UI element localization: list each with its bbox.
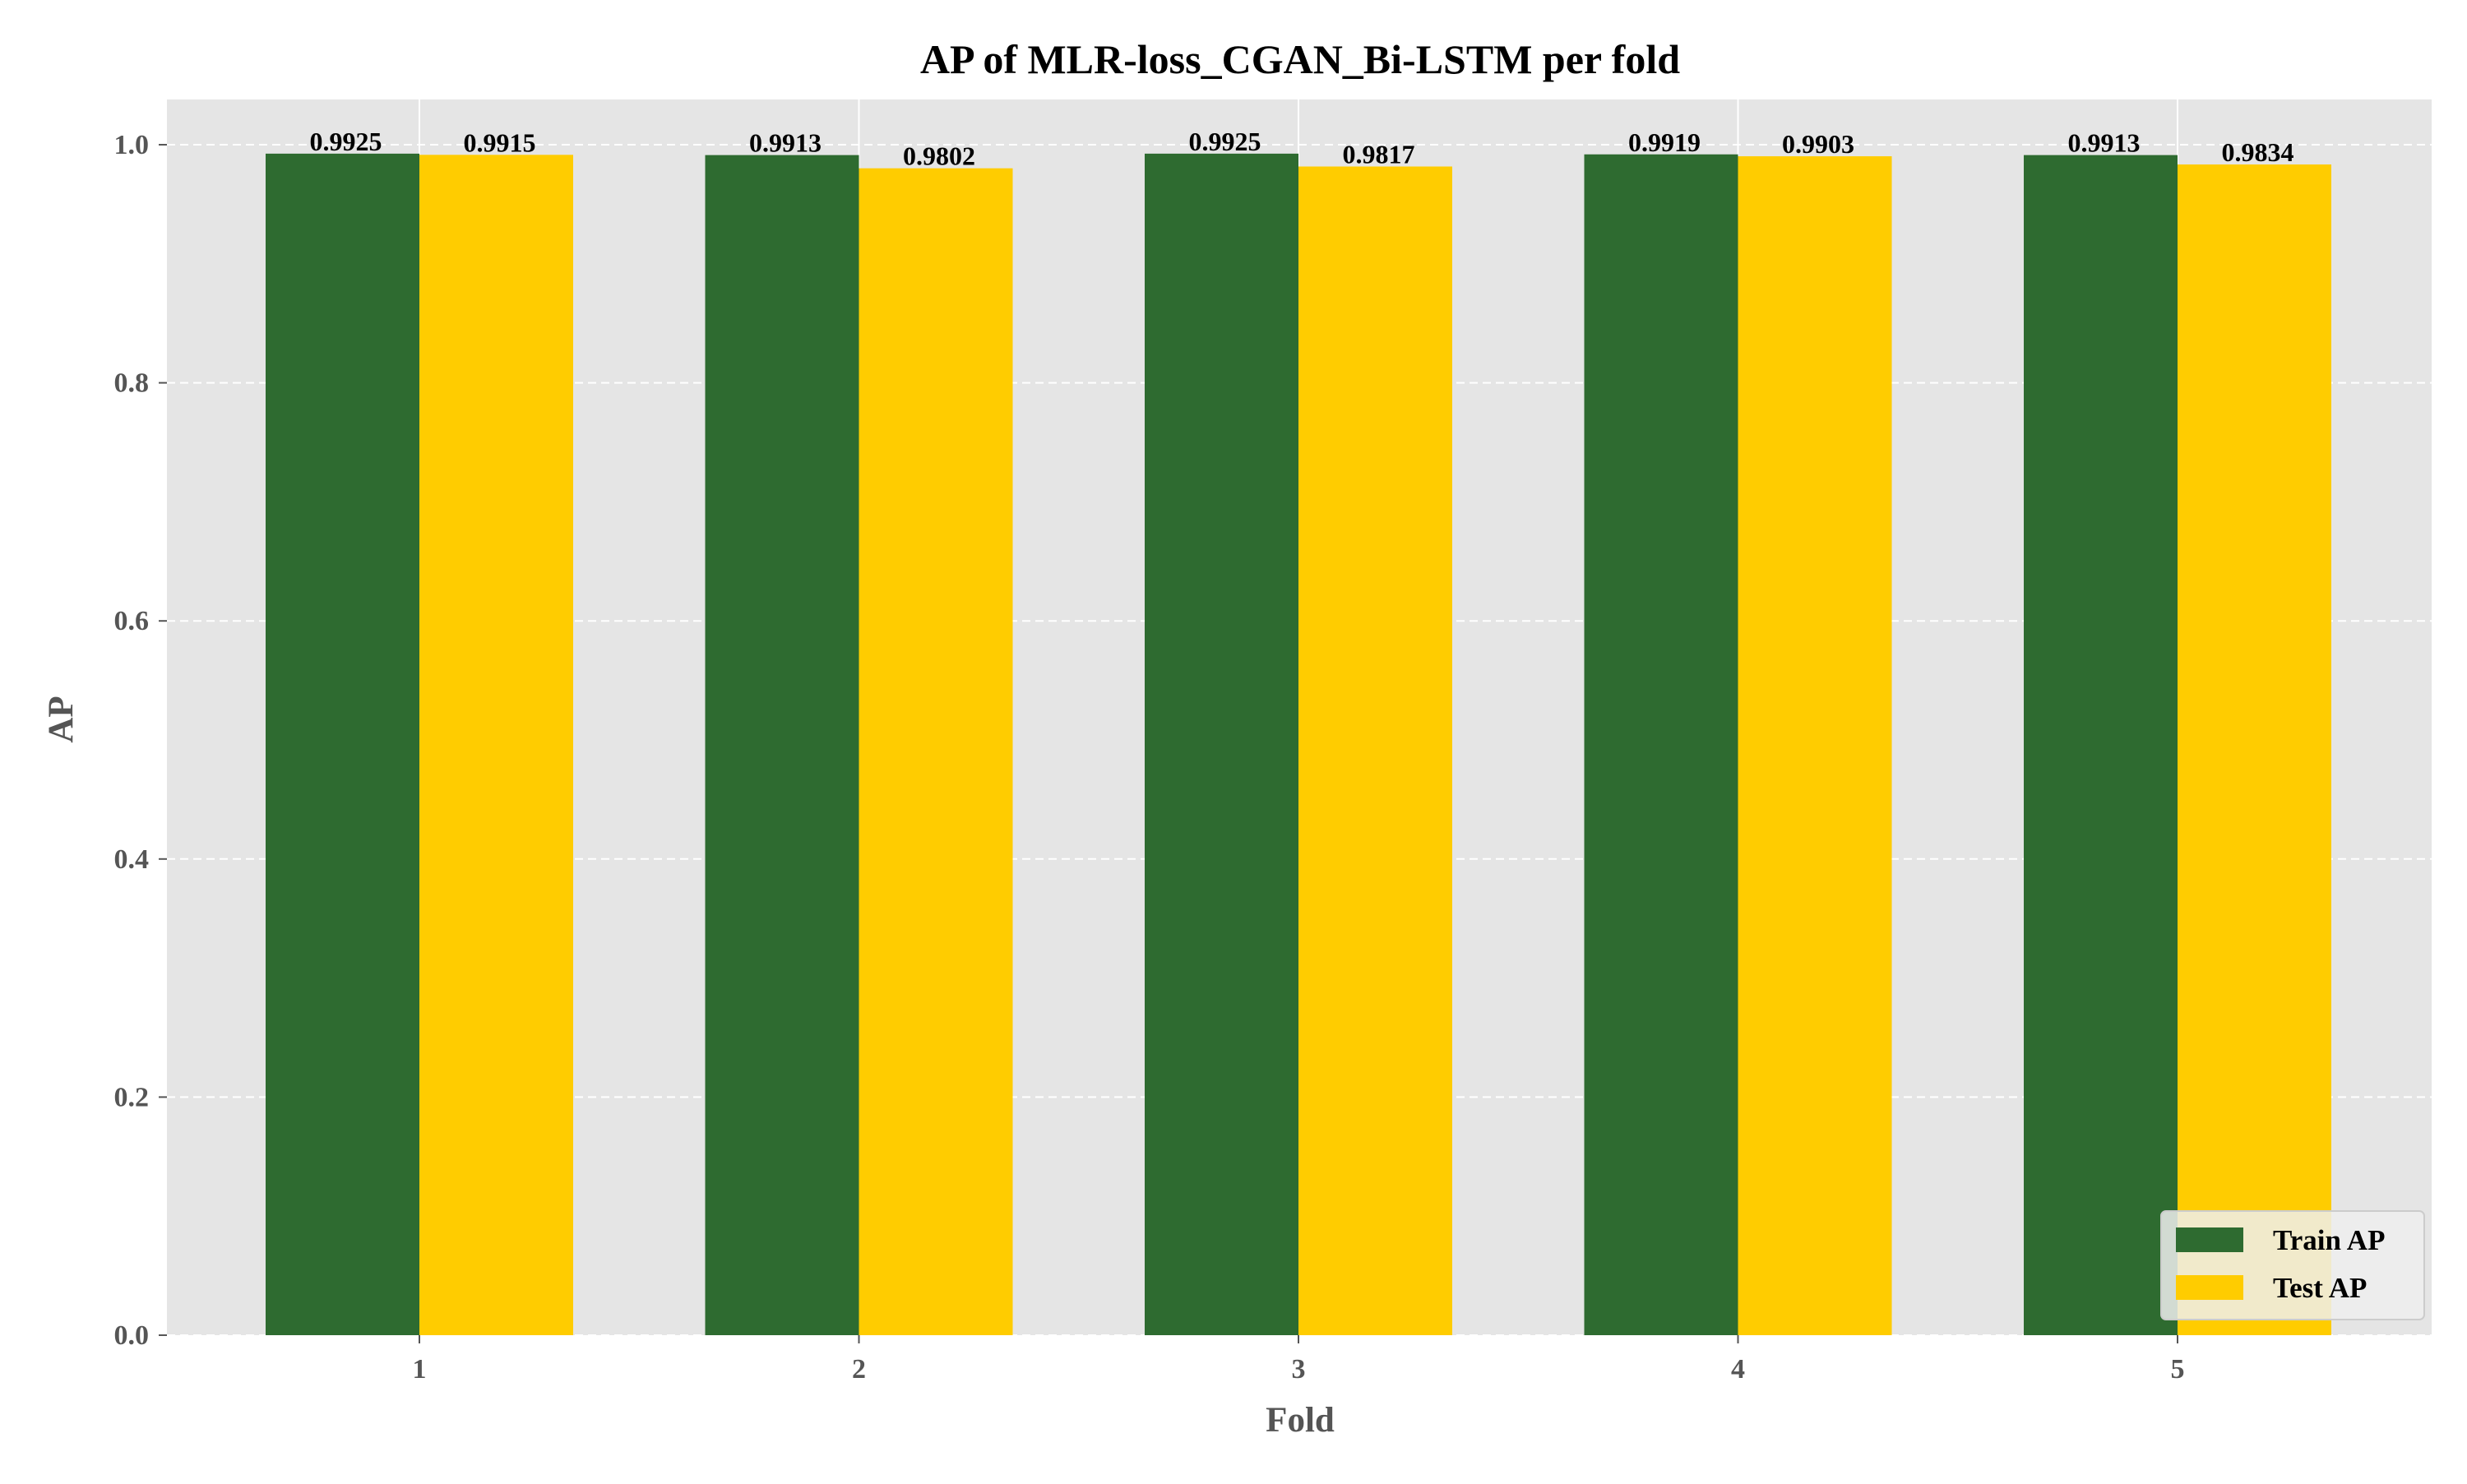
y-tick-label-2: 0.4	[114, 844, 150, 875]
x-tick-label-3: 3	[1292, 1354, 1306, 1385]
train-ap-value-label-fold-4: 0.9919	[1628, 127, 1701, 157]
test-ap-value-label-fold-4: 0.9903	[1782, 129, 1854, 159]
y-tick-label-1: 0.2	[114, 1082, 150, 1112]
legend-swatch-train-ap	[2176, 1227, 2243, 1252]
x-tick-label-5: 5	[2171, 1354, 2185, 1385]
x-axis-label: Fold	[1266, 1401, 1335, 1440]
x-tick-label-4: 4	[1731, 1354, 1745, 1385]
train-ap-value-label-fold-3: 0.9925	[1189, 127, 1261, 156]
legend-label-train-ap: Train AP	[2273, 1224, 2385, 1256]
train-ap-value-label-fold-5: 0.9913	[2068, 128, 2141, 158]
test-ap-value-label-fold-2: 0.9802	[903, 141, 975, 171]
test-ap-bar-fold-5	[2178, 164, 2331, 1335]
plot-area: 0.9925 0.9913 0.9925 0.9919 0.9913 0.9915 0.98…	[114, 99, 2432, 1385]
train-ap-bar-fold-3	[1145, 153, 1298, 1336]
x-tick-label-1: 1	[413, 1354, 427, 1385]
legend-swatch-test-ap	[2176, 1275, 2243, 1300]
y-tick-label-0: 0.0	[114, 1320, 150, 1351]
y-tick-label-5: 1.0	[114, 130, 150, 160]
train-ap-value-label-fold-2: 0.9913	[749, 128, 822, 158]
test-ap-value-label-fold-1: 0.9915	[464, 127, 536, 157]
train-ap-bar-fold-2	[705, 155, 859, 1336]
y-tick-label-3: 0.6	[114, 606, 150, 636]
test-ap-bar-fold-1	[419, 155, 573, 1335]
test-ap-bar-fold-3	[1298, 166, 1452, 1335]
chart-title: AP of MLR-loss_CGAN_Bi-LSTM per fold	[920, 36, 1680, 82]
train-ap-bar-fold-5	[2024, 155, 2178, 1336]
train-ap-bar-fold-1	[266, 153, 419, 1336]
legend: Train AP Test AP	[2160, 1210, 2425, 1320]
test-ap-bar-fold-4	[1738, 156, 1892, 1336]
test-ap-value-label-fold-5: 0.9834	[2222, 137, 2294, 167]
x-tick-label-2: 2	[852, 1354, 866, 1385]
train-ap-value-label-fold-1: 0.9925	[310, 127, 382, 156]
y-axis-label: AP	[42, 696, 81, 742]
test-ap-bar-fold-2	[859, 168, 1013, 1335]
test-ap-value-label-fold-3: 0.9817	[1343, 140, 1415, 169]
y-tick-label-4: 0.8	[114, 368, 150, 399]
legend-label-test-ap: Test AP	[2273, 1272, 2367, 1304]
train-ap-bar-fold-4	[1584, 154, 1738, 1336]
